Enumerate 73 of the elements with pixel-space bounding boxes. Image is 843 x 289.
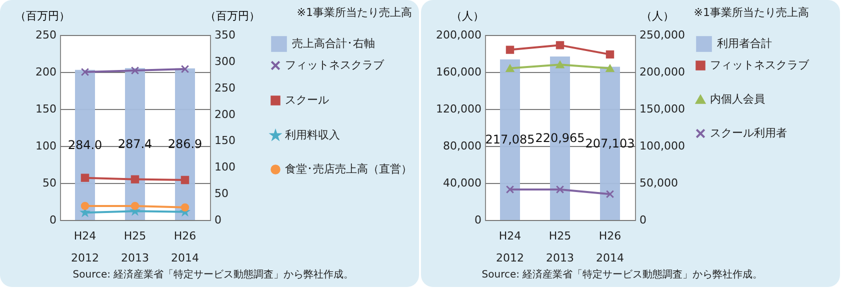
text: ※1事業所当たり売上高 bbox=[296, 6, 412, 19]
source-note: Source: 経済産業省「特定サービス動態調査」から弊社作成。 bbox=[72, 268, 354, 280]
x-tick-label: H24 2012 bbox=[496, 230, 524, 264]
data-label: 287.4 bbox=[118, 137, 152, 152]
legend-label: 内個人会員 bbox=[710, 92, 765, 106]
y-tick-label: 200,000 bbox=[436, 28, 482, 42]
point bbox=[556, 185, 564, 194]
y-tick-label: 50 bbox=[42, 176, 56, 190]
y2-tick-label: 250,000 bbox=[640, 28, 685, 42]
y-tick-label: 200 bbox=[36, 66, 56, 78]
legend-label: 売上高合計･右軸 bbox=[292, 37, 375, 50]
y2-axis-title: （百万円） bbox=[205, 10, 260, 22]
x-tick-label: H25 2013 bbox=[546, 230, 574, 264]
data-label: 284.0 bbox=[68, 138, 102, 152]
point bbox=[606, 190, 614, 198]
y-tick-label: 150 bbox=[36, 102, 56, 116]
y-tick-label: 40,000 bbox=[443, 176, 482, 190]
y2-tick-label: 200,000 bbox=[640, 66, 685, 78]
point bbox=[180, 203, 190, 212]
point bbox=[80, 68, 90, 76]
data-label: 217,085 bbox=[485, 132, 535, 147]
x-tick-label: H25 2013 bbox=[121, 230, 149, 264]
point bbox=[130, 175, 140, 184]
y2-tick-label: 300 bbox=[214, 54, 236, 68]
y-tick-label: 0 bbox=[50, 214, 56, 226]
point bbox=[606, 50, 614, 59]
y-tick-label: 250 bbox=[36, 28, 56, 42]
point bbox=[506, 64, 514, 72]
point bbox=[606, 64, 614, 72]
data-label: 220,965 bbox=[535, 131, 585, 146]
y-axis-title: （百万円） bbox=[15, 10, 70, 22]
y2-tick-label: 100 bbox=[214, 160, 236, 174]
legend-label: フィットネスクラブ bbox=[710, 58, 810, 72]
point bbox=[80, 174, 90, 182]
data-label: 207,103 bbox=[585, 136, 635, 150]
y-axis-title: （人） bbox=[451, 10, 484, 22]
legend-label: フィットネスクラブ bbox=[285, 58, 385, 72]
x-tick-label: H26 2014 bbox=[596, 230, 624, 264]
y2-tick-label: 0 bbox=[640, 214, 646, 226]
y-tick-label: 80,000 bbox=[443, 140, 482, 152]
point bbox=[556, 41, 564, 50]
y2-tick-label: 350 bbox=[214, 28, 236, 42]
x-tick-label: H26 2014 bbox=[171, 230, 199, 264]
point bbox=[556, 60, 564, 68]
point bbox=[130, 202, 140, 210]
y-tick-label: 120,000 bbox=[436, 102, 482, 116]
y-tick-label: 100 bbox=[36, 140, 56, 152]
point bbox=[506, 46, 514, 54]
y2-tick-label: 150 bbox=[214, 134, 236, 148]
point bbox=[180, 176, 190, 184]
legend-label: スクール利用者 bbox=[710, 126, 787, 140]
point bbox=[130, 66, 140, 75]
y2-tick-label: 50 bbox=[214, 187, 228, 200]
legend-label: 利用者合計 bbox=[717, 37, 772, 50]
legend-label: 利用料収入 bbox=[285, 128, 340, 142]
source-note: Source: 経済産業省「特定サービス動態調査」から弊社作成。 bbox=[482, 268, 763, 280]
data-label: 286.9 bbox=[168, 137, 202, 152]
point bbox=[506, 185, 514, 194]
y-tick-label: 160,000 bbox=[436, 66, 482, 78]
point bbox=[80, 202, 90, 210]
y2-tick-label: 50,000 bbox=[640, 176, 678, 190]
legend-label: 食堂･売店売上高（直営） bbox=[285, 162, 412, 176]
y2-tick-label: 250 bbox=[214, 81, 236, 94]
y2-tick-label: 100,000 bbox=[640, 140, 685, 152]
legend-label: スクール bbox=[285, 94, 329, 106]
y2-tick-label: 200 bbox=[214, 108, 236, 121]
y2-tick-label: 0 bbox=[214, 214, 222, 226]
text: ※1事業所当たり売上高 bbox=[694, 6, 809, 19]
y2-tick-label: 150,000 bbox=[640, 102, 685, 116]
point bbox=[180, 64, 190, 74]
y-tick-label: 0 bbox=[474, 214, 482, 226]
x-tick-label: H24 2012 bbox=[71, 230, 99, 264]
y2-axis-title: （人） bbox=[641, 10, 674, 22]
